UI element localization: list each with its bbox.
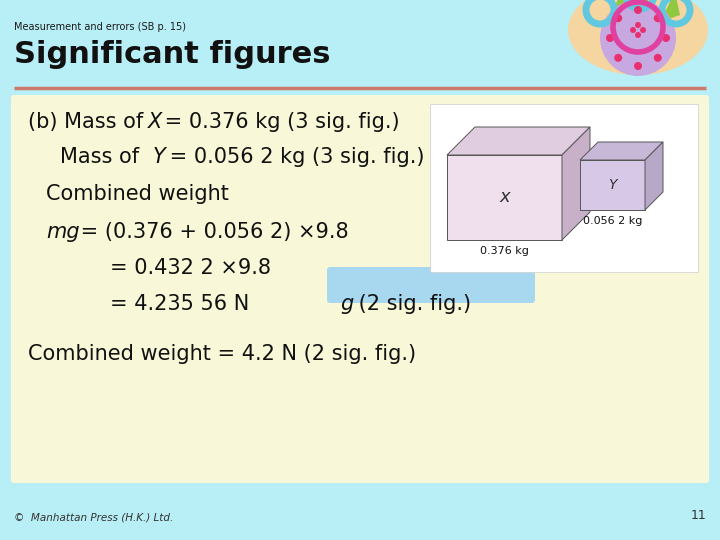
Text: = 4.235 56 N: = 4.235 56 N: [110, 294, 249, 314]
Polygon shape: [660, 0, 680, 22]
Text: = (0.376 + 0.056 2) ×9.8: = (0.376 + 0.056 2) ×9.8: [74, 222, 348, 242]
Text: 0.056 2 kg: 0.056 2 kg: [583, 216, 643, 226]
Text: X: X: [148, 112, 162, 132]
Text: Measurement and errors (SB p. 15): Measurement and errors (SB p. 15): [14, 22, 186, 32]
Circle shape: [640, 27, 646, 33]
Text: 11: 11: [690, 509, 706, 522]
Text: = 0.376 kg (3 sig. fig.): = 0.376 kg (3 sig. fig.): [158, 112, 400, 132]
FancyBboxPatch shape: [11, 95, 709, 483]
Text: Significant figures: Significant figures: [14, 40, 330, 69]
Text: Combined weight = 4.2 N (2 sig. fig.): Combined weight = 4.2 N (2 sig. fig.): [28, 344, 416, 364]
Circle shape: [614, 54, 622, 62]
Circle shape: [634, 62, 642, 70]
FancyBboxPatch shape: [327, 267, 535, 303]
FancyBboxPatch shape: [430, 104, 698, 272]
Circle shape: [600, 0, 676, 76]
Circle shape: [606, 34, 614, 42]
Polygon shape: [580, 160, 645, 210]
Circle shape: [634, 6, 642, 14]
Circle shape: [635, 32, 641, 38]
Polygon shape: [562, 127, 590, 240]
Text: x: x: [499, 188, 510, 206]
Polygon shape: [608, 0, 630, 20]
Text: 0.376 kg: 0.376 kg: [480, 246, 528, 256]
Circle shape: [630, 27, 636, 33]
Text: Combined weight: Combined weight: [46, 184, 229, 204]
Polygon shape: [580, 142, 663, 160]
Ellipse shape: [568, 0, 708, 75]
Circle shape: [614, 14, 622, 22]
Text: Y: Y: [153, 147, 166, 167]
Text: mg: mg: [46, 222, 80, 242]
Text: (2 sig. fig.): (2 sig. fig.): [352, 294, 471, 314]
Circle shape: [654, 14, 662, 22]
Circle shape: [662, 34, 670, 42]
Text: ©  Manhattan Press (H.K.) Ltd.: © Manhattan Press (H.K.) Ltd.: [14, 512, 174, 522]
Polygon shape: [447, 155, 562, 240]
Text: Mass of: Mass of: [60, 147, 145, 167]
Polygon shape: [625, 0, 650, 10]
Polygon shape: [447, 127, 590, 155]
Text: Y: Y: [608, 178, 617, 192]
Circle shape: [654, 54, 662, 62]
Polygon shape: [645, 142, 663, 210]
Text: g: g: [340, 294, 354, 314]
Text: = 0.432 2 ×9.8: = 0.432 2 ×9.8: [110, 258, 271, 278]
Text: = 0.056 2 kg (3 sig. fig.): = 0.056 2 kg (3 sig. fig.): [163, 147, 425, 167]
Circle shape: [635, 22, 641, 28]
Text: (b) Mass of: (b) Mass of: [28, 112, 150, 132]
